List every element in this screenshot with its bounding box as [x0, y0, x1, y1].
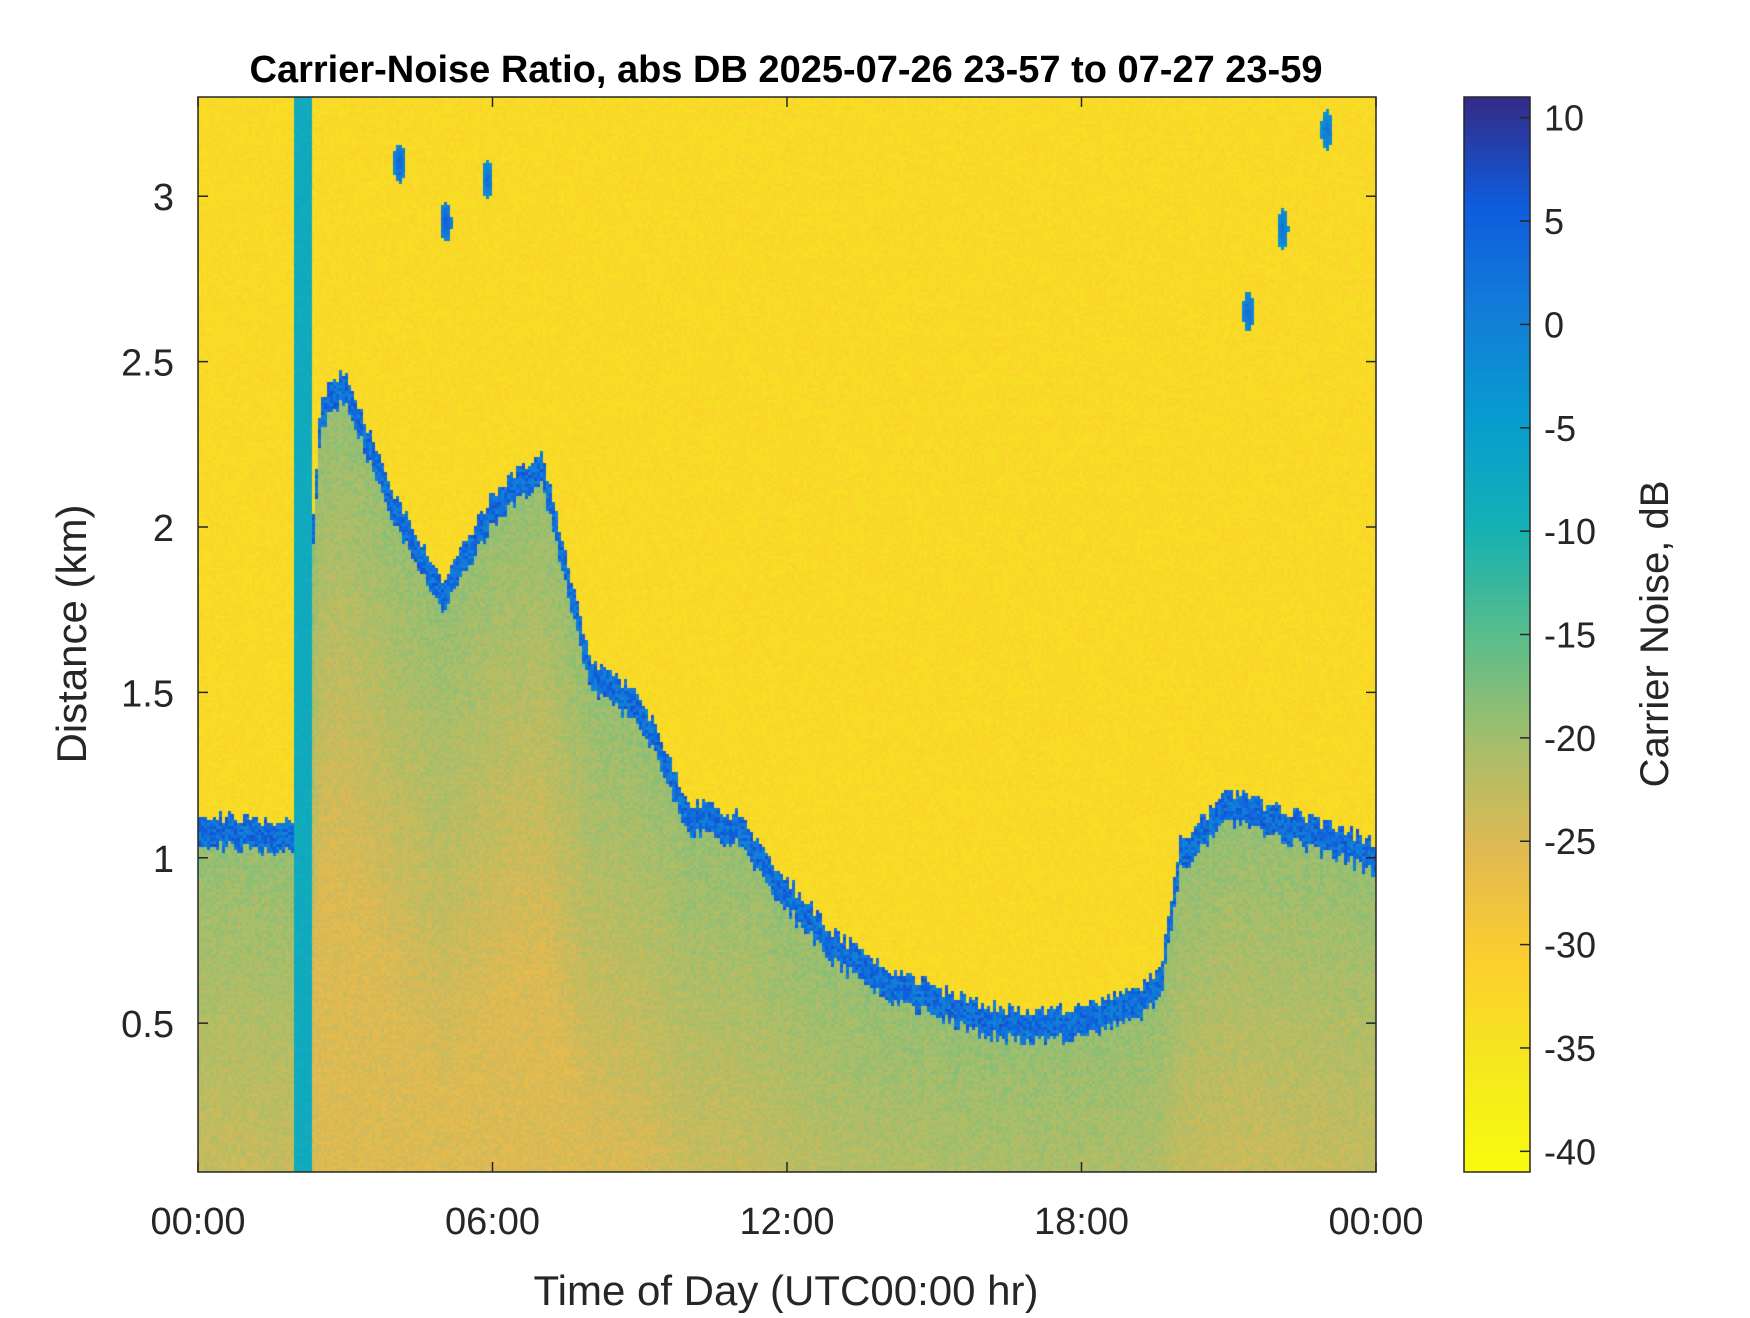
y-tick-label: 0.5 [121, 1004, 174, 1046]
y-axis: 0.5 1 1.5 2 2.5 3 [121, 177, 1376, 1046]
colorbar-tick-label: -25 [1544, 821, 1596, 862]
colorbar-label: Carrier Noise, dB [1633, 481, 1677, 788]
colorbar-tick-label: -15 [1544, 615, 1596, 656]
x-tick-label: 12:00 [739, 1201, 834, 1243]
y-tick-label: 3 [153, 177, 174, 219]
colorbar-tick-label: -20 [1544, 718, 1596, 759]
colorbar-gradient [1464, 97, 1530, 1172]
x-tick-label: 06:00 [445, 1201, 540, 1243]
y-axis-label: Distance (km) [48, 504, 95, 763]
colorbar-tick-label: -5 [1544, 408, 1576, 449]
colorbar-tick-label: 10 [1544, 98, 1584, 139]
heatmap-image [198, 97, 1376, 1172]
colorbar-tick-label: -30 [1544, 925, 1596, 966]
y-tick-label: 1.5 [121, 673, 174, 715]
colorbar-tick-label: -10 [1544, 511, 1596, 552]
y-tick-label: 2 [153, 508, 174, 550]
x-axis-label: Time of Day (UTC00:00 hr) [534, 1267, 1039, 1313]
colorbar-tick-label: 5 [1544, 201, 1564, 242]
colorbar-tick-label: 0 [1544, 304, 1564, 345]
chart-title: Carrier-Noise Ratio, abs DB 2025-07-26 2… [250, 49, 1323, 91]
x-tick-label: 00:00 [1328, 1201, 1423, 1243]
x-axis: 00:00 06:00 12:00 18:00 00:00 [150, 97, 1424, 1243]
colorbar-ticks: 10 5 0 -5 -10 -15 -20 -25 -30 -35 -40 [1520, 98, 1596, 1172]
colorbar-tick-label: -35 [1544, 1028, 1596, 1069]
colorbar-tick-label: -40 [1544, 1131, 1596, 1172]
y-tick-label: 1 [153, 839, 174, 881]
y-tick-label: 2.5 [121, 343, 174, 385]
x-tick-label: 18:00 [1034, 1201, 1129, 1243]
colorbar: 10 5 0 -5 -10 -15 -20 -25 -30 -35 -40 Carrier Nois… [1463, 96, 1677, 1173]
plot-area [197, 96, 1377, 1173]
x-tick-label: 00:00 [150, 1201, 245, 1243]
